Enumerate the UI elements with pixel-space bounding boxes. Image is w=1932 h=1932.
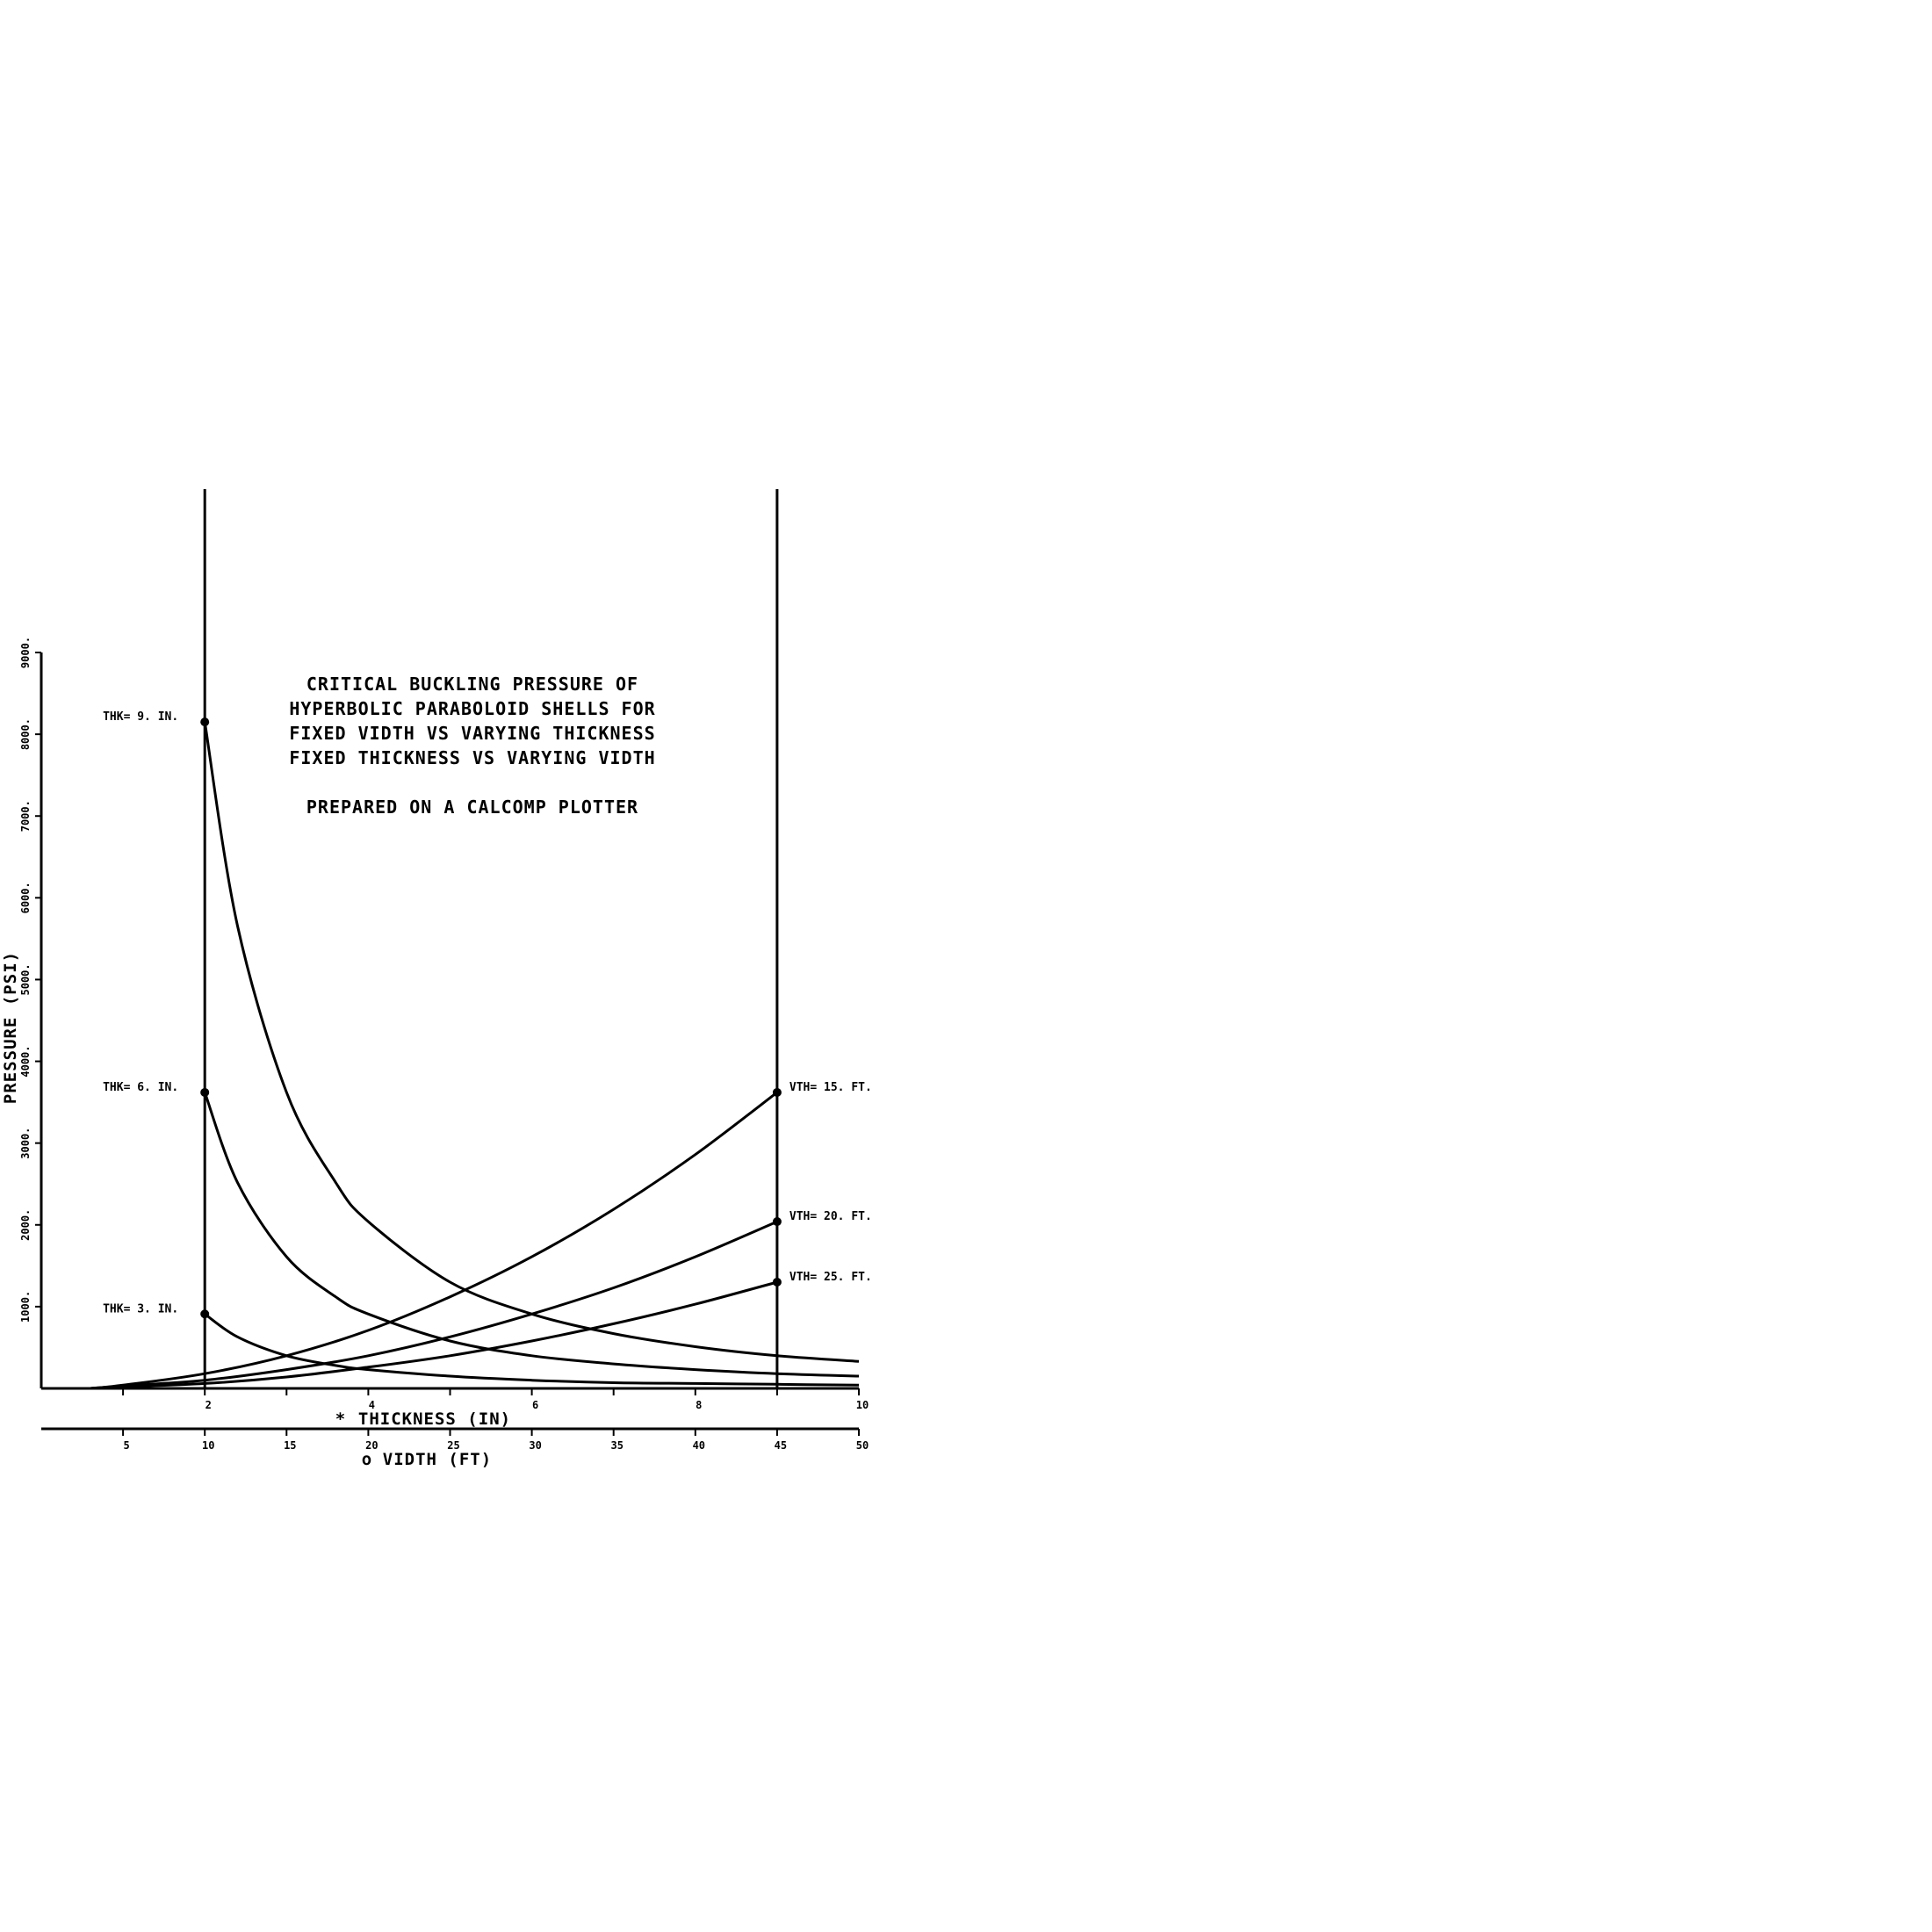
series-vth-15-ft-marker <box>772 1087 782 1097</box>
y-axis-title: PRESSURE (PSI) <box>1 951 20 1104</box>
series-vth-20-ft-marker <box>772 1217 782 1227</box>
width-tick-label: 35 <box>610 1439 623 1452</box>
chart-title: CRITICAL BUCKLING PRESSURE OF HYPERBOLIC… <box>289 674 655 818</box>
y-tick-label: 1000. <box>19 1291 32 1323</box>
width-tick-label: 30 <box>529 1439 541 1452</box>
series-labels: THK= 9. IN. THK= 6. IN. THK= 3. IN. VTH= 15… <box>103 710 872 1316</box>
series-vth-15-ft-label: VTH= 15. FT. <box>789 1081 872 1094</box>
width-axis-marker: o <box>362 1450 372 1469</box>
y-tick-label: 8000. <box>19 718 32 750</box>
thickness-tick-label: 2 <box>205 1399 212 1411</box>
y-tick-label: 5000. <box>19 963 32 995</box>
series-vth-15-ft-line <box>90 1091 778 1390</box>
series-vth-20-ft-line <box>90 1220 778 1390</box>
chart-subtitle: PREPARED ON A CALCOMP PLOTTER <box>306 797 638 818</box>
width-tick-label: 25 <box>447 1439 459 1452</box>
series-thk-6-in-label: THK= 6. IN. <box>103 1081 178 1094</box>
series-thk-6-in-marker <box>200 1087 210 1097</box>
y-tick-label: 7000. <box>19 800 32 832</box>
y-tick-label: 3000. <box>19 1128 32 1159</box>
width-tick-label: 10 <box>202 1439 214 1452</box>
title-line-3: FIXED VIDTH VS VARYING THICKNESS <box>289 723 655 744</box>
thickness-axis-marker: * <box>335 1409 346 1429</box>
axes-group: 1000. 2000. 3000. 4000. 5000. 6000. 7000. 8000.… <box>19 637 869 1452</box>
width-axis-title: VIDTH (FT) <box>383 1450 492 1469</box>
width-tick-label: 20 <box>365 1439 378 1452</box>
width-tick-label: 40 <box>693 1439 705 1452</box>
y-tick-label: 4000. <box>19 1045 32 1077</box>
series-thk-3-in-marker <box>200 1309 210 1319</box>
y-tick-label: 9000. <box>19 637 32 668</box>
title-line-1: CRITICAL BUCKLING PRESSURE OF <box>306 674 638 695</box>
series-thk-3-in-label: THK= 3. IN. <box>103 1302 178 1316</box>
y-tick-label: 6000. <box>19 882 32 913</box>
thickness-axis-title: THICKNESS (IN) <box>358 1409 511 1429</box>
series-thk-9-in-marker <box>200 717 210 727</box>
width-tick-label: 5 <box>123 1439 129 1452</box>
y-tick-label: 2000. <box>19 1209 32 1241</box>
reference-lines <box>203 489 779 1388</box>
series-curves <box>90 717 860 1390</box>
thickness-tick-label: 6 <box>532 1399 538 1411</box>
thickness-tick-label: 4 <box>369 1399 375 1411</box>
title-line-2: HYPERBOLIC PARABOLOID SHELLS FOR <box>289 698 655 719</box>
series-thk-9-in-line <box>203 721 860 1363</box>
thickness-tick-label: 10 <box>856 1399 869 1411</box>
width-tick-label: 45 <box>775 1439 787 1452</box>
series-thk-6-in-line <box>203 1092 860 1378</box>
width-tick-label: 50 <box>856 1439 869 1452</box>
series-vth-20-ft-label: VTH= 20. FT. <box>789 1210 872 1223</box>
series-thk-9-in-label: THK= 9. IN. <box>103 710 178 724</box>
width-tick-label: 15 <box>284 1439 296 1452</box>
thickness-tick-label: 8 <box>696 1399 702 1411</box>
series-vth-25-ft-label: VTH= 25. FT. <box>789 1271 872 1284</box>
title-line-4: FIXED THICKNESS VS VARYING VIDTH <box>289 747 655 768</box>
series-vth-25-ft-line <box>90 1280 778 1390</box>
series-vth-25-ft-marker <box>772 1277 782 1287</box>
